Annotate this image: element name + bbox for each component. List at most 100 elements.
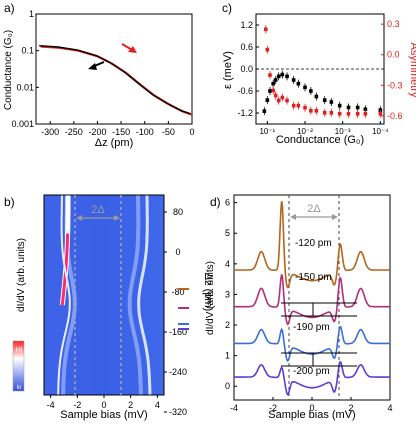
panel-c-point-red	[309, 108, 313, 113]
panel-d-ytick-label: 2	[225, 320, 230, 330]
panel-d-gap-arrow	[290, 214, 338, 220]
panel-c-point-red	[314, 108, 319, 113]
panel-b-xticks: -4 -2 0 2 4	[47, 395, 160, 410]
panel-d-xtick-label: 0	[309, 403, 314, 413]
panel-c-point-red	[263, 27, 268, 32]
panel-b-ylabel: dI/dV (arb. units)	[16, 238, 27, 312]
panel-c-point-black	[363, 107, 368, 112]
panel-c-point-black	[296, 81, 301, 86]
panel-c-ytick-label: 0.6	[240, 42, 253, 52]
panel-b-xtick-label: -4	[47, 400, 55, 410]
panel-a-xtick-label: 0	[189, 127, 194, 137]
panel-a-frame	[35, 13, 193, 125]
panel-b-gap-label: 2Δ	[91, 204, 105, 216]
panel-d-ytick-label: 6	[225, 198, 230, 208]
panel-a-black-curve	[39, 45, 191, 115]
panel-c-label: c)	[222, 1, 232, 15]
panel-a-ytick-label: 0.1	[21, 46, 34, 56]
panel-a-arrow-black	[88, 61, 105, 70]
panel-b-right-band	[127, 195, 143, 395]
panel-d-xtick-label: -4	[230, 403, 238, 413]
panel-b-right-ticks: 80 0 -80 -160 -240 -320	[164, 207, 187, 417]
panel-c-xtick-label: 10⁻⁴	[372, 127, 389, 136]
panel-d-yticks: 0 1 2 3 4 5 6	[225, 198, 237, 391]
panel-a-xticks: -300 -250 -200 -150 -100 -50 0	[41, 121, 195, 137]
panel-b-colorbar-hi: Hi	[16, 347, 23, 354]
panel-a-xlabel: Δz (pm)	[95, 137, 134, 149]
panel-d-gap-label: 2Δ	[307, 203, 321, 215]
panel-d-ytick-label: 1	[225, 351, 230, 361]
panel-d-xtick-label: 4	[387, 403, 392, 413]
panel-c-point-red	[355, 112, 360, 116]
panel-b-rtick-label: -240	[169, 367, 187, 377]
panel-b-rtick-label: -160	[169, 327, 187, 337]
panel-a-ylabel: Conductance (G₀)	[3, 30, 14, 110]
panel-c-y2tick-label: 0.3	[387, 19, 400, 29]
panel-c-xticks: 10⁻¹ 10⁻² 10⁻³ 10⁻⁴	[259, 121, 389, 136]
panel-b-colorbar-lo: lo	[17, 385, 22, 391]
panel-b-colorbar	[12, 340, 25, 392]
panel-c-point-black	[303, 85, 307, 90]
panel-d-ytick-label: 4	[225, 259, 230, 269]
panel-c-point-black	[276, 74, 281, 79]
panel-d-ytick-label: 0	[225, 381, 230, 391]
panel-b-xtick-label: 0	[101, 400, 106, 410]
panel-d-trace-label-150: -150 pm	[295, 272, 332, 283]
panel-c-point-red	[363, 112, 368, 116]
panel-a-ytick-label: 1	[29, 9, 34, 19]
panel-d-xtick-label: -2	[269, 403, 277, 413]
panel-c-point-black	[273, 78, 278, 82]
panel-c-point-red	[337, 112, 342, 116]
panel-c-xtick-label: 10⁻³	[335, 127, 351, 136]
panel-c-point-black	[309, 89, 313, 93]
panel-c-y2tick-label: 0.0	[387, 50, 400, 60]
panel-c-point-black	[285, 74, 289, 79]
panel-c-xtick-label: 10⁻¹	[259, 127, 275, 136]
panel-a-xtick-label: -250	[65, 127, 83, 137]
panel-c-point-black	[262, 109, 267, 113]
panel-a-xtick-label: -100	[136, 127, 154, 137]
panel-c-y2ticks: 0.3 0.0 -0.3 -0.6	[381, 19, 403, 121]
panel-c-point-red	[291, 103, 296, 108]
panel-d-trace	[234, 360, 390, 396]
panel-c-point-black	[322, 98, 327, 102]
panel-c-y2tick-label: -0.3	[387, 80, 403, 90]
panel-c-point-black	[280, 72, 285, 77]
panel-c-ytick-label: -0.6	[237, 86, 253, 96]
panel-b-xlabel: Sample bias (mV)	[60, 409, 147, 421]
panel-c: c) ε (meV) Asymmetry Conductance (G₀) 1.…	[222, 1, 416, 146]
panel-d-trace-label-190: -190 pm	[293, 322, 330, 333]
panel-d-trace-label-120: -120 pm	[295, 238, 332, 249]
panel-c-ytick-label: 1.2	[240, 20, 253, 30]
panel-d-trace	[234, 201, 390, 289]
panel-d-ylabel: dI/dV (arb. units)	[205, 261, 216, 335]
panel-c-point-red	[280, 95, 285, 100]
panel-a-xtick-label: -200	[88, 127, 106, 137]
panel-c-points	[262, 25, 383, 118]
panel-d-scale-200	[281, 352, 357, 367]
panel-c-point-red	[378, 112, 383, 116]
panel-c-point-red	[276, 98, 281, 103]
panel-d-label: d)	[210, 195, 221, 209]
panel-a: a) Conductance (G₀) Δz (pm) -300 -250 -200…	[3, 1, 195, 149]
panel-d-ytick-label: 3	[225, 289, 230, 299]
panel-b-xtick-label: -2	[73, 400, 81, 410]
panel-b-rtick-label: -80	[171, 287, 184, 297]
panel-b-right-label: Δz (pm)	[202, 273, 214, 312]
panel-c-point-red	[322, 110, 327, 115]
panel-b-xtick-label: 2	[128, 400, 133, 410]
panel-a-ytick-label: 0.001	[11, 119, 34, 129]
panel-c-ytick-label: -1.2	[237, 108, 253, 118]
panel-c-point-black	[268, 89, 272, 93]
panel-b-rtick-label: -320	[169, 407, 187, 417]
panel-c-point-black	[271, 81, 275, 86]
panel-a-ytick-label: 0.01	[16, 82, 34, 92]
panel-d-xticks: -4 -2 0 2 4	[230, 397, 393, 413]
panel-c-ytick-label: 0.0	[240, 64, 253, 74]
panel-c-point-black	[355, 105, 360, 110]
panel-d-trace-label-200: -200 pm	[293, 366, 330, 377]
panel-c-point-black	[346, 105, 351, 110]
panel-c-frame	[255, 13, 385, 125]
panel-c-point-black	[329, 100, 334, 104]
